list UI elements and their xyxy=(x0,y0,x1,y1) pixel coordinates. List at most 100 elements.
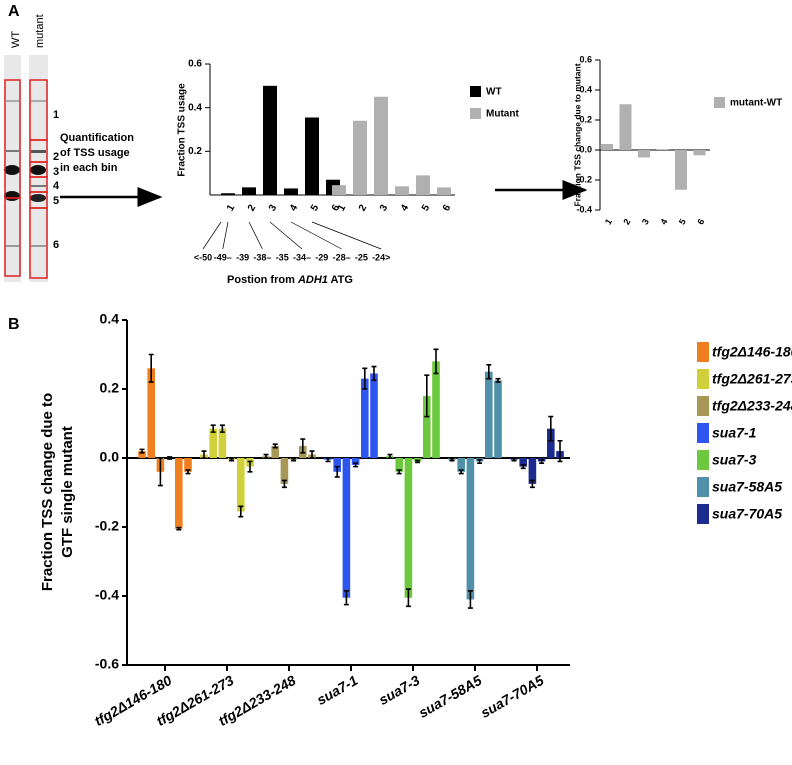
bin-position: <-50 xyxy=(194,252,212,262)
bar xyxy=(305,117,319,195)
x-tick-label: 2 xyxy=(246,203,259,214)
legend-label: sua7-70A5 xyxy=(712,506,782,522)
x-tick-label: 4 xyxy=(658,217,669,226)
bar xyxy=(395,458,403,472)
error-bar xyxy=(477,458,483,464)
error-bar xyxy=(139,448,145,454)
bar xyxy=(147,368,155,458)
x-tick-label: 5 xyxy=(420,203,433,214)
error-bar xyxy=(449,457,455,462)
error-bar xyxy=(353,462,359,468)
error-bar xyxy=(229,457,235,462)
bar xyxy=(221,193,235,195)
bar xyxy=(416,175,430,195)
y-tick-label: 0.2 xyxy=(579,114,592,124)
x-axis-label: Postion from ADH1 ATG xyxy=(227,274,353,286)
bin-position: -34– xyxy=(293,252,311,262)
panel-label: B xyxy=(8,316,20,333)
bar xyxy=(333,458,341,472)
x-tick-label: 5 xyxy=(309,203,322,214)
y-tick-label: -0.4 xyxy=(576,204,592,214)
bar xyxy=(263,85,277,195)
y-tick-label: 0.6 xyxy=(188,59,202,70)
x-tick-label: 2 xyxy=(621,217,632,226)
error-bar xyxy=(309,450,315,459)
connector xyxy=(202,221,222,250)
lane-label: mutant xyxy=(34,14,46,48)
bin-position: -49– xyxy=(214,252,232,262)
y-axis-label: Fraction TSS change due to xyxy=(39,393,56,591)
y-axis-label: Fraction TSS change due to mutant xyxy=(572,63,582,206)
bar xyxy=(638,150,650,158)
x-tick-label: 4 xyxy=(399,203,412,214)
error-bar xyxy=(511,457,517,462)
error-bar xyxy=(300,438,306,454)
bar xyxy=(404,458,413,598)
arrow-text: of TSS usage xyxy=(60,147,130,159)
y-axis-label: Fraction TSS usage xyxy=(177,83,188,177)
bin-position: -38– xyxy=(253,252,271,262)
error-bar xyxy=(148,353,154,383)
bar xyxy=(693,150,706,156)
error-bar xyxy=(291,457,297,462)
legend-label: tfg2Δ261-273 xyxy=(712,371,792,387)
legend-swatch xyxy=(697,369,709,389)
bar xyxy=(656,149,669,150)
x-tick-label: sua7-58A5 xyxy=(416,672,485,721)
bin-label: 2 xyxy=(53,151,59,163)
bar xyxy=(242,187,256,195)
error-bar xyxy=(157,457,163,487)
error-bar xyxy=(176,526,182,531)
arrow-text: in each bin xyxy=(60,162,118,174)
error-bar xyxy=(201,450,207,459)
bin-label: 3 xyxy=(53,166,59,178)
bar xyxy=(342,458,351,598)
bar xyxy=(466,458,475,600)
bar xyxy=(457,458,465,472)
legend-label: sua7-58A5 xyxy=(712,479,782,495)
bar xyxy=(280,458,289,484)
error-bar xyxy=(325,457,331,463)
error-bar xyxy=(557,439,563,463)
y-tick-label: 0.0 xyxy=(100,449,120,465)
legend-swatch xyxy=(697,423,709,443)
bin-position: -28– xyxy=(333,252,351,262)
y-axis-label: GTF single mutant xyxy=(59,426,76,558)
legend-swatch xyxy=(697,450,709,470)
bar xyxy=(432,361,440,458)
legend-swatch xyxy=(697,504,709,524)
error-bar xyxy=(167,456,173,460)
error-bar xyxy=(334,465,340,478)
bar xyxy=(485,371,493,458)
x-tick-label: 5 xyxy=(677,217,688,226)
x-label-part: ATG xyxy=(328,274,353,286)
x-tick-label: 4 xyxy=(288,203,301,214)
x-tick-label: 6 xyxy=(441,203,454,214)
bar xyxy=(374,96,388,195)
error-bar xyxy=(343,590,349,606)
x-tick-label: 3 xyxy=(267,203,280,214)
y-tick-label: 0.4 xyxy=(579,84,592,94)
x-tick-label: 3 xyxy=(378,203,391,214)
connector xyxy=(269,221,303,250)
x-tick-label: 6 xyxy=(330,203,343,214)
bin-label: 6 xyxy=(53,239,59,251)
bar xyxy=(361,378,369,458)
x-label-part: Postion from xyxy=(227,274,298,286)
x-tick-label: 6 xyxy=(695,217,706,226)
bar xyxy=(547,428,555,458)
x-tick-label: sua7-70A5 xyxy=(478,672,547,721)
y-tick-label: 0.2 xyxy=(188,146,202,157)
legend-label: mutant-WT xyxy=(730,98,782,109)
legend-swatch xyxy=(470,86,481,97)
error-bar xyxy=(486,364,492,380)
error-bar xyxy=(548,415,554,442)
error-bar xyxy=(405,588,411,608)
bar xyxy=(271,445,279,458)
error-bar xyxy=(433,348,439,375)
error-bar xyxy=(467,590,473,609)
legend-label: sua7-1 xyxy=(712,425,757,441)
x-tick-label: sua7-1 xyxy=(314,672,361,708)
arrow-text: Quantification xyxy=(60,132,134,144)
